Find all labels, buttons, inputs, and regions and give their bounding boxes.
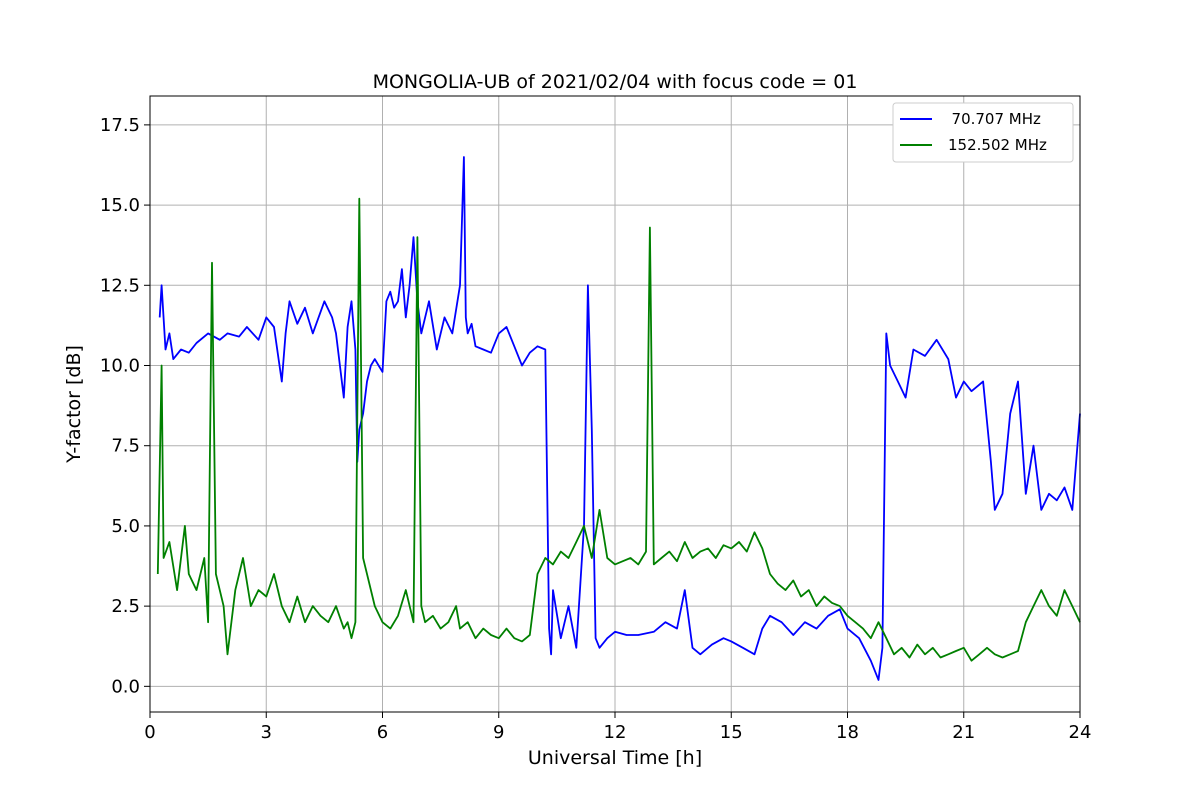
series-line-70-mhz (158, 156, 1081, 681)
x-tick-label: 12 (604, 722, 627, 743)
series-group (156, 156, 1081, 681)
x-axis-label: Universal Time [h] (528, 747, 702, 769)
legend-box (892, 102, 1074, 163)
x-tick-label: 3 (261, 722, 272, 743)
y-axis-label: Y-factor [dB] (63, 345, 85, 464)
x-tick-label: 6 (377, 722, 388, 743)
x-tick-label: 24 (1069, 722, 1092, 743)
x-tick-label: 18 (836, 722, 859, 743)
y-tick-label: 2.5 (111, 596, 140, 617)
y-tick-label: 12.5 (100, 275, 140, 296)
grid (149, 96, 1081, 712)
y-tick-label: 5.0 (111, 516, 140, 537)
y-axis: 0.0 2.5 5.0 7.5 10.0 12.5 15.0 17.5 (100, 115, 150, 697)
y-tick-label: 7.5 (111, 436, 140, 457)
series-line-152-mhz (156, 197, 1081, 662)
x-axis: 0 3 6 9 12 15 18 21 24 (144, 712, 1091, 743)
x-tick-label: 9 (493, 722, 504, 743)
x-tick-label: 15 (720, 722, 743, 743)
x-tick-label: 0 (144, 722, 155, 743)
chart-title: MONGOLIA-UB of 2021/02/04 with focus cod… (373, 71, 858, 93)
y-tick-label: 10.0 (100, 356, 140, 377)
x-tick-label: 21 (952, 722, 975, 743)
y-tick-label: 15.0 (100, 195, 140, 216)
legend-label-152-mhz: 152.502 MHz (948, 136, 1047, 154)
legend-label-70-mhz: 70.707 MHz (942, 110, 1041, 128)
y-tick-label: 0.0 (111, 676, 140, 697)
legend: 70.707 MHz 152.502 MHz (892, 102, 1074, 163)
y-tick-label: 17.5 (100, 115, 140, 136)
